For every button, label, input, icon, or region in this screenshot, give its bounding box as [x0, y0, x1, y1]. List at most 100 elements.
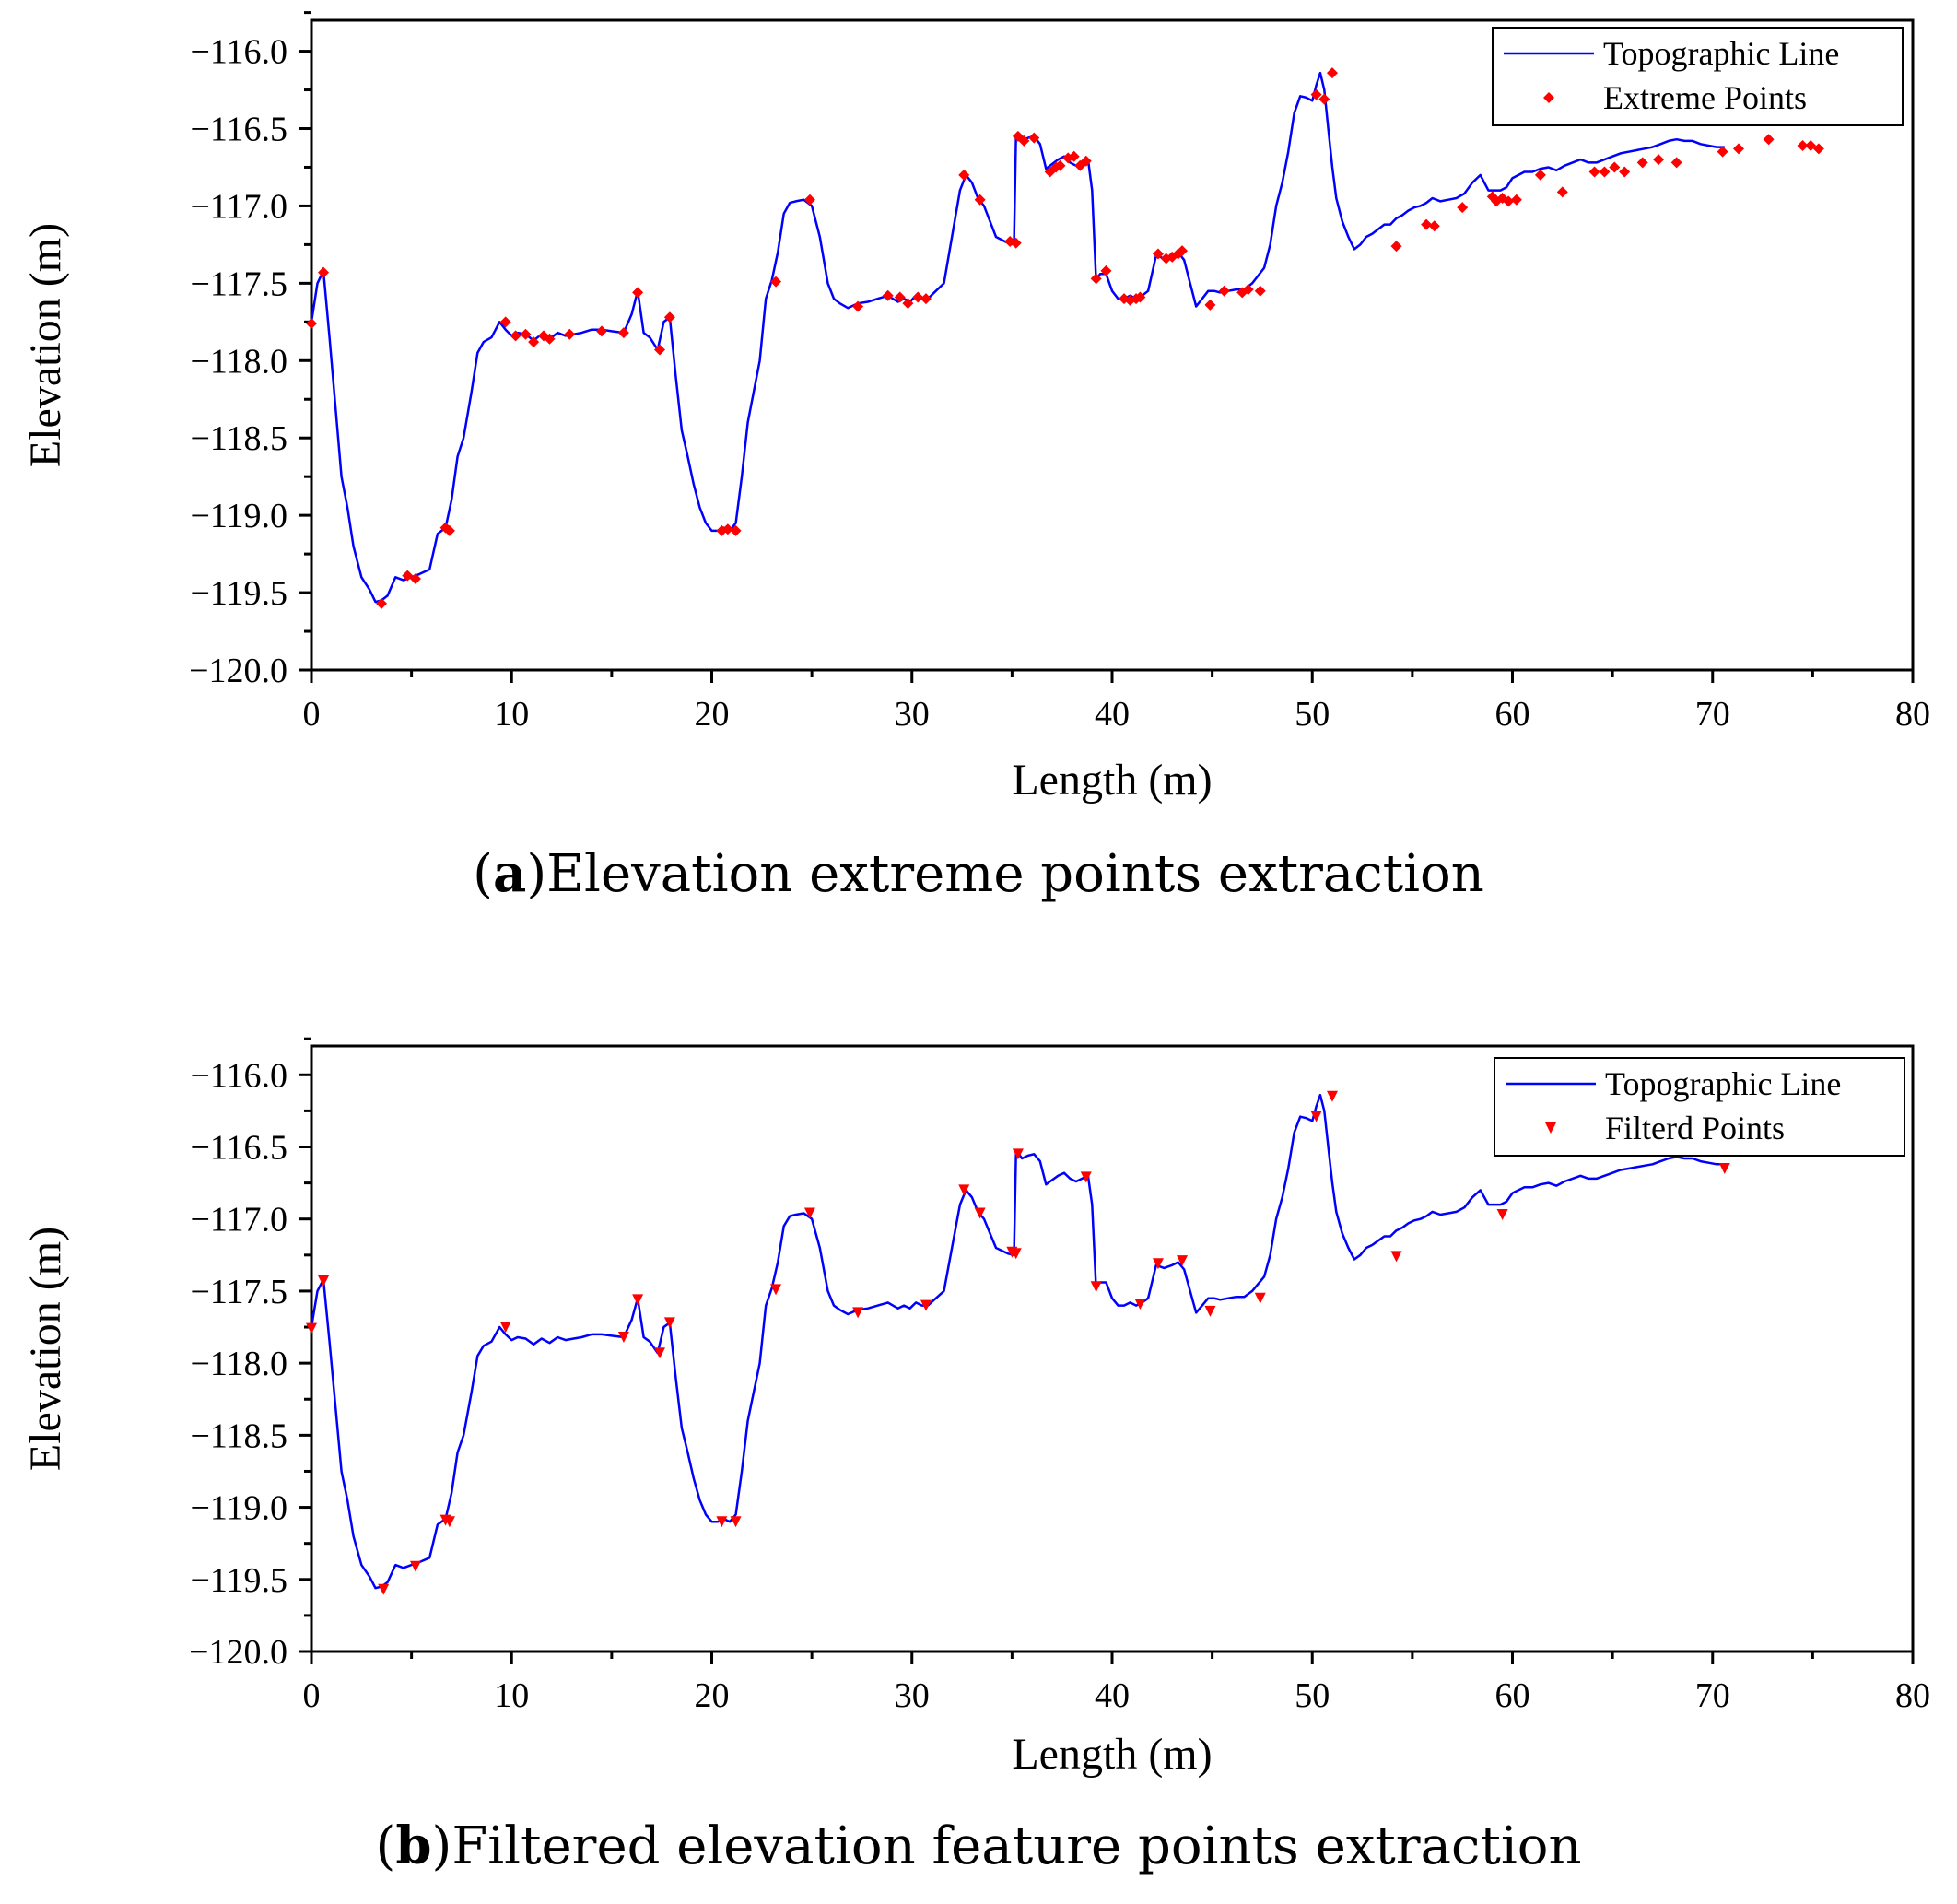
panel-b-filtered-point	[803, 1207, 815, 1219]
panel-b-filtered-point	[409, 1560, 421, 1572]
panel-b-filtered-point	[1390, 1251, 1402, 1263]
panel-b-legend-label-line: Topographic Line	[1605, 1065, 1841, 1102]
panel-a-extreme-point	[654, 344, 666, 356]
caption-b-text: Filtered elevation feature points extrac…	[451, 1816, 1582, 1876]
chart-panel-b: −116.0 −116.5 −117.0 −117.5 −118.0 −118.5 −119…	[21, 1037, 1930, 1779]
panel-a-extreme-point	[1619, 166, 1631, 178]
panel-a-extreme-point	[1390, 241, 1402, 253]
panel-a-extreme-point	[1218, 285, 1230, 297]
panel-a-extreme-point	[1068, 150, 1080, 162]
panel-a-y-tick-label: −117.5	[190, 264, 287, 303]
panel-b-filtered-point	[974, 1207, 986, 1219]
panel-a-y-tick-label: −119.5	[190, 574, 287, 613]
panel-a-y-tick-label: −116.0	[190, 33, 287, 72]
panel-b-filtered-point	[1310, 1111, 1322, 1122]
panel-a-y-tick-label: −117.0	[190, 187, 287, 226]
panel-a-extreme-point	[1242, 284, 1254, 296]
panel-a-x-axis-title: Length (m)	[1012, 756, 1212, 805]
caption-b: (b)Filtered elevation feature points ext…	[375, 1816, 1582, 1876]
panel-b-filtered-point	[1254, 1292, 1266, 1304]
panel-b-filtered-point	[1718, 1162, 1730, 1174]
panel-b-filtered-point	[1090, 1281, 1102, 1293]
panel-a-extreme-point	[596, 325, 608, 337]
panel-a-x-tick-label: 60	[1495, 695, 1530, 734]
panel-a-extreme-point	[520, 328, 532, 340]
panel-a-extreme-point	[1100, 264, 1112, 276]
panel-b-filtered-point	[852, 1307, 864, 1319]
panel-b-x-tick-label: 60	[1495, 1676, 1530, 1715]
panel-b-filtered-point	[1010, 1248, 1022, 1260]
panel-b-x-tick-label: 0	[303, 1676, 321, 1715]
panel-a-extreme-point	[721, 523, 733, 535]
panel-b-filtered-point	[378, 1583, 390, 1595]
panel-a-extreme-point	[402, 570, 414, 582]
panel-b-filtered-point	[1080, 1171, 1092, 1183]
panel-a-x-tick-label: 80	[1895, 695, 1930, 734]
panel-a-x-tick-label: 70	[1695, 695, 1730, 734]
panel-a-extreme-point	[1805, 139, 1817, 151]
panel-a-extreme-point	[1797, 139, 1809, 151]
panel-a-y-tick-label: −119.0	[190, 497, 287, 535]
panel-a-extreme-point	[1599, 166, 1611, 178]
panel-a-x-tick-label: 10	[494, 695, 529, 734]
panel-a-x-tick-label: 0	[303, 695, 321, 734]
panel-a-extreme-point	[1421, 218, 1433, 230]
panel-a-extreme-point	[376, 597, 388, 609]
panel-a-y-tick-label: −116.5	[190, 111, 287, 149]
panel-a-y-tick-label: −118.5	[190, 419, 287, 458]
panel-a-y-axis-title: Elevation (m)	[21, 223, 70, 467]
panel-b-y-tick-label: −119.0	[190, 1489, 287, 1528]
panel-b-x-tick-label: 30	[895, 1676, 930, 1715]
panel-a-extreme-point	[902, 298, 914, 310]
panel-a-extreme-point	[803, 194, 815, 206]
panel-a-extreme-point	[1018, 135, 1030, 147]
panel-a-legend-marker-swatch	[1543, 92, 1554, 103]
panel-a-extreme-point	[510, 330, 521, 342]
panel-b-legend-box	[1494, 1057, 1905, 1157]
panel-b-filtered-point	[958, 1184, 970, 1196]
panel-a-y-tick-label: −118.0	[190, 342, 287, 381]
panel-a-extreme-point	[1028, 132, 1040, 144]
panel-a-extreme-point	[1717, 146, 1728, 158]
panel-b-filtered-point	[1204, 1305, 1216, 1317]
panel-a-extreme-point	[528, 336, 540, 348]
panel-a-extreme-point	[1653, 154, 1665, 166]
panel-a-extreme-point	[974, 194, 986, 206]
panel-a-extreme-point	[1177, 245, 1189, 257]
panel-a-extreme-point	[852, 300, 864, 312]
panel-b-x-tick-label: 50	[1295, 1676, 1330, 1715]
panel-a-x-tick-label: 40	[1095, 695, 1130, 734]
panel-a-extreme-point	[1010, 237, 1022, 249]
panel-a-extreme-point	[544, 333, 556, 345]
panel-a-legend-label-points: Extreme Points	[1603, 79, 1807, 116]
panel-b-filtered-point	[1012, 1148, 1024, 1160]
panel-b-filtered-point	[318, 1275, 330, 1287]
panel-a-extreme-point	[912, 291, 924, 303]
caption-a-text: Elevation extreme points extraction	[546, 844, 1484, 904]
panel-b-filtered-point	[499, 1322, 511, 1334]
panel-b-y-tick-label: −118.5	[190, 1416, 287, 1455]
panel-a-y-tick-label: −120.0	[189, 652, 287, 690]
panel-a-extreme-point	[920, 293, 932, 305]
caption-b-letter: b	[395, 1816, 432, 1876]
panel-a-extreme-point	[1732, 143, 1744, 155]
panel-a-extreme-point	[1428, 220, 1440, 232]
panel-b-filtered-point	[770, 1284, 782, 1296]
panel-a-extreme-point	[1609, 161, 1621, 173]
panel-b-filtered-point	[1152, 1258, 1164, 1270]
panel-b-filtered-point	[663, 1317, 675, 1329]
panel-a-extreme-point	[1588, 166, 1600, 178]
panel-a-extreme-point	[443, 524, 455, 536]
panel-a-extreme-point	[1310, 88, 1322, 100]
panel-a-legend-box	[1492, 27, 1904, 126]
panel-a-extreme-point	[1134, 291, 1146, 303]
panel-a-legend-label-line: Topographic Line	[1603, 35, 1839, 72]
panel-b-y-tick-label: −116.5	[190, 1129, 287, 1168]
panel-a-extreme-point	[1054, 159, 1066, 171]
panel-a-x-tick-label: 30	[895, 695, 930, 734]
panel-b-legend-marker-swatch	[1545, 1122, 1556, 1134]
panel-a-extreme-point	[1080, 155, 1092, 167]
panel-b-filtered-point	[1496, 1209, 1508, 1221]
panel-a-extreme-point	[958, 169, 970, 181]
caption-a-letter: a	[493, 843, 527, 904]
